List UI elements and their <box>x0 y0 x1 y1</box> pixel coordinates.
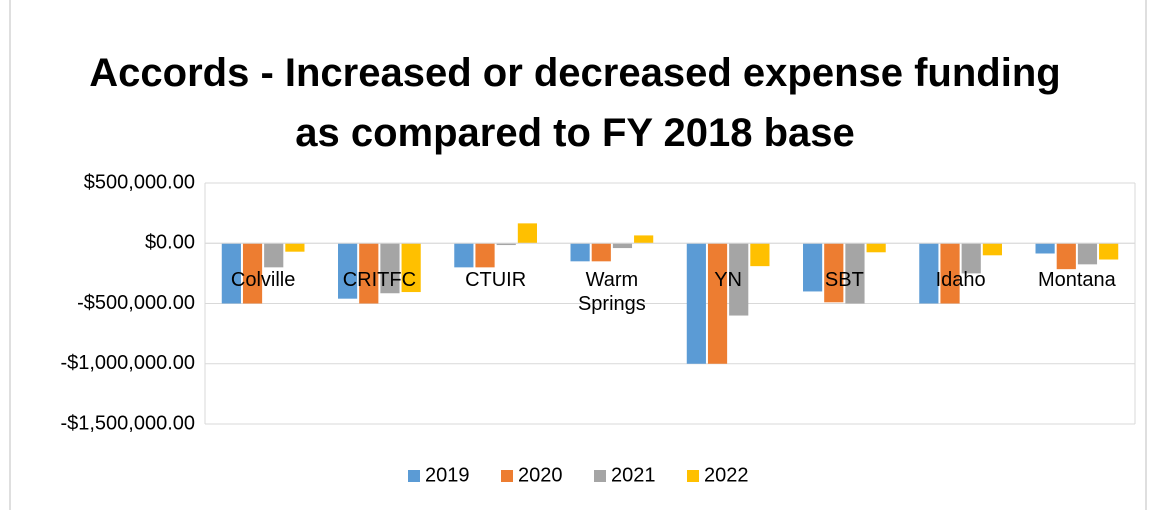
x-tick-label: Idaho <box>935 269 986 292</box>
x-tick-label: Colville <box>230 269 296 292</box>
bar <box>359 243 379 304</box>
bar <box>285 243 305 252</box>
bar <box>1077 243 1098 265</box>
bar <box>264 243 284 268</box>
chart-title: Accords - Increased or decreased expense… <box>89 51 1060 155</box>
legend-swatch <box>408 470 420 482</box>
bar <box>803 243 823 292</box>
bar <box>242 243 263 304</box>
bar <box>940 243 960 304</box>
bar <box>221 243 241 304</box>
bar <box>729 243 749 316</box>
bar <box>401 243 421 293</box>
legend-label: 2022 <box>704 464 749 486</box>
legend-swatch <box>594 470 606 482</box>
legend-swatch <box>501 470 513 482</box>
bar <box>517 223 537 244</box>
bar <box>1035 243 1055 254</box>
bar <box>380 243 400 294</box>
bar <box>845 243 865 304</box>
bar <box>475 243 495 268</box>
x-tick-label: SBT <box>824 269 864 292</box>
bar <box>866 243 886 253</box>
y-tick-label: -$1,500,000.00 <box>60 412 195 434</box>
bar <box>634 235 654 244</box>
bar <box>686 243 706 364</box>
bar <box>1056 243 1076 270</box>
bar <box>750 243 770 267</box>
bar <box>982 243 1002 256</box>
bar <box>1099 243 1119 260</box>
x-tick-label: CTUIR <box>465 269 527 292</box>
bar <box>338 243 358 299</box>
bar <box>824 243 844 303</box>
bar <box>919 243 939 304</box>
legend-swatch <box>687 470 699 482</box>
y-tick-label: $500,000.00 <box>84 171 195 193</box>
y-tick-label: -$500,000.00 <box>77 292 195 314</box>
legend-label: 2019 <box>425 464 470 486</box>
y-tick-label: -$1,000,000.00 <box>60 352 195 374</box>
x-tick-label: Warm Springs <box>577 269 646 316</box>
x-tick-label: Montana <box>1037 269 1116 292</box>
bar <box>707 243 728 364</box>
y-tick-label: $0.00 <box>145 232 195 254</box>
x-tick-label: CRITFC <box>342 269 417 292</box>
bar <box>570 243 590 262</box>
bar <box>591 243 611 262</box>
bar <box>496 243 516 246</box>
bar <box>961 243 981 274</box>
legend-label: 2020 <box>518 464 563 486</box>
legend-label: 2021 <box>611 464 656 486</box>
bar <box>612 243 633 249</box>
x-tick-label: YN <box>714 269 743 292</box>
bar <box>454 243 474 268</box>
